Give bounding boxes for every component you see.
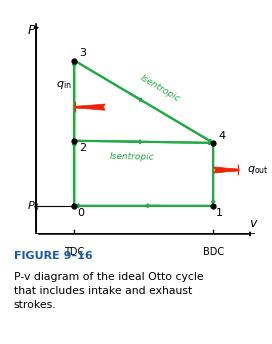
Text: $v$: $v$ [249,217,259,229]
Text: $q_\mathrm{out}$: $q_\mathrm{out}$ [247,164,268,176]
Text: Isentropic: Isentropic [139,74,182,104]
Text: Isentropic: Isentropic [110,152,154,162]
Text: $P_0$: $P_0$ [27,199,40,213]
Text: $P$: $P$ [27,24,36,37]
Text: TDC: TDC [64,247,85,257]
Text: FIGURE 9–16: FIGURE 9–16 [14,251,92,261]
Text: 1: 1 [216,208,223,218]
Text: P-v diagram of the ideal Otto cycle
that includes intake and exhaust
strokes.: P-v diagram of the ideal Otto cycle that… [14,272,203,310]
Text: 3: 3 [79,49,86,58]
Text: 0: 0 [77,208,84,218]
Text: 2: 2 [79,143,86,153]
Text: BDC: BDC [203,247,224,257]
Text: $q_\mathrm{in}$: $q_\mathrm{in}$ [57,79,72,92]
Text: 4: 4 [218,131,225,141]
